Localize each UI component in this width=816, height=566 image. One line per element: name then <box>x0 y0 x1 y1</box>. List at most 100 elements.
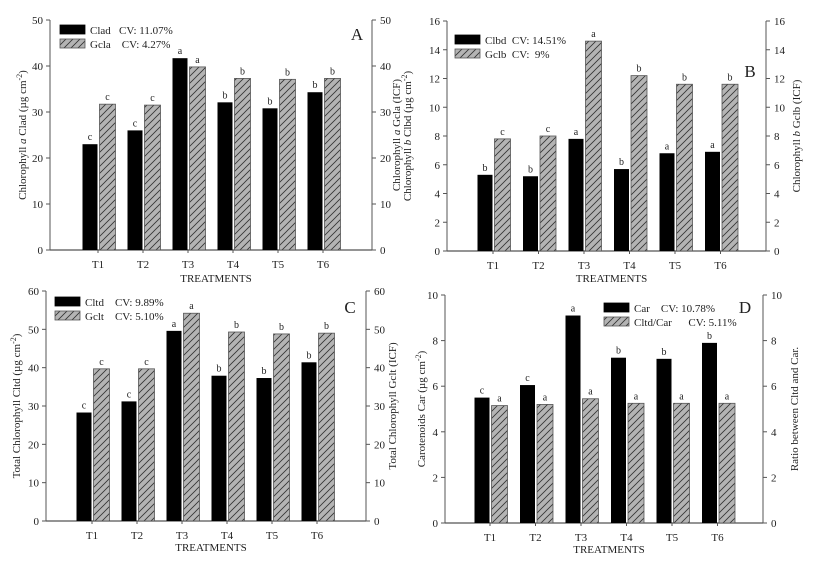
significance-letter: c <box>82 401 87 412</box>
y-tick-label-right: 0 <box>380 245 386 257</box>
bar-clbd <box>523 176 538 251</box>
y-tick-label-right: 2 <box>774 217 780 229</box>
y-tick-label-left: 8 <box>435 131 441 143</box>
significance-letter: b <box>324 321 329 332</box>
x-tick-label: T1 <box>487 260 499 272</box>
y-tick-label-left: 10 <box>427 290 439 302</box>
significance-letter: b <box>262 366 267 377</box>
significance-letter: b <box>234 320 239 331</box>
y-tick-label-left: 14 <box>429 45 441 57</box>
y-tick-label-left: 60 <box>28 286 40 298</box>
y-axis-label-part: a <box>17 138 29 144</box>
y-tick-label-left: 6 <box>435 160 441 172</box>
bar-cltd-car <box>627 402 645 524</box>
bar-cltd <box>166 330 182 521</box>
significance-letter: c <box>500 127 505 138</box>
significance-letter: b <box>307 350 312 361</box>
x-tick-label: T5 <box>266 530 279 542</box>
significance-letter: a <box>725 391 730 402</box>
y-axis-label-part: Total Chlorophyll Cltd (µg cm <box>11 343 23 478</box>
y-axis-label-part: Chlorophyll <box>17 144 29 200</box>
y-tick-label-right: 50 <box>380 15 392 27</box>
bar-clbd <box>477 174 493 251</box>
significance-letter: a <box>543 392 548 403</box>
y-tick-label-left: 0 <box>38 245 44 257</box>
y-axis-label-part: -2 <box>9 337 18 344</box>
bar-gcla <box>99 103 116 251</box>
y-tick-label-right: 40 <box>380 61 392 73</box>
y-tick-label-left: 8 <box>433 336 439 348</box>
bar-gclt <box>138 368 155 522</box>
x-tick-label: T6 <box>714 260 727 272</box>
y-tick-label-right: 12 <box>774 74 785 86</box>
bar-gclt <box>318 332 335 522</box>
y-tick-label-left: 30 <box>28 401 40 413</box>
y-tick-label-right: 10 <box>771 290 783 302</box>
legend-label: Cltd CV: 9.89% <box>85 297 164 309</box>
x-axis-label: TREATMENTS <box>180 273 252 285</box>
bar-gclb <box>676 83 693 252</box>
x-tick-label: T1 <box>86 530 98 542</box>
bar-cltd <box>211 375 227 521</box>
legend-swatch <box>454 48 481 59</box>
significance-letter: c <box>546 124 551 135</box>
y-axis-label-part: ) <box>416 350 428 354</box>
y-tick-label-left: 2 <box>433 472 439 484</box>
y-tick-label-left: 10 <box>429 102 441 114</box>
bar-gcla <box>144 104 161 251</box>
significance-letter: b <box>240 66 245 77</box>
y-tick-label-right: 0 <box>771 518 777 530</box>
bar-gcla <box>234 78 251 251</box>
y-axis-label-part: Ratio between Cltd and Car. <box>789 347 801 472</box>
x-axis-label: TREATMENTS <box>175 542 247 554</box>
y-axis-label-left: Carotenoids Car (µg cm-2) <box>414 350 429 467</box>
y-tick-label-left: 50 <box>32 15 44 27</box>
y-tick-label-right: 50 <box>374 324 386 336</box>
y-axis-label-right: Chlorophyll b Gclb (ICF) <box>791 79 803 192</box>
significance-letter: c <box>150 93 155 104</box>
significance-letter: c <box>127 389 132 400</box>
bar-cltd <box>76 412 92 521</box>
y-tick-label-right: 10 <box>374 478 386 490</box>
y-tick-label-left: 40 <box>28 363 40 375</box>
legend-swatch <box>59 38 86 49</box>
y-tick-label-left: 4 <box>433 427 439 439</box>
significance-letter: a <box>634 391 639 402</box>
y-axis-label-part: a <box>391 129 403 135</box>
y-axis-label-left: Total Chlorophyll Cltd (µg cm-2) <box>9 333 24 478</box>
significance-letter: a <box>172 319 177 330</box>
bar-clad <box>82 144 98 250</box>
chart-panel-c: 0 10 20 30 40 50 60 0 10 20 30 40 50 60 T1 c c T2 c c T3 a a T4… <box>9 286 400 554</box>
bar-gclb <box>494 138 511 252</box>
bar-gcla <box>189 66 206 251</box>
bar-gcla <box>279 78 296 251</box>
y-tick-label-left: 50 <box>28 324 40 336</box>
x-tick-label: T4 <box>227 259 240 271</box>
panel-label: C <box>344 298 355 317</box>
significance-letter: b <box>662 347 667 358</box>
bar-car <box>611 357 626 523</box>
y-axis-label-part: -2 <box>15 74 24 81</box>
x-tick-label: T1 <box>92 259 104 271</box>
legend-label: Gcla CV: 4.27% <box>90 39 170 51</box>
legend-label: Cltd/Car CV: 5.11% <box>634 317 737 329</box>
significance-letter: b <box>707 331 712 342</box>
panel-label: A <box>351 25 364 44</box>
significance-letter: a <box>189 301 194 312</box>
y-tick-label-right: 30 <box>374 401 386 413</box>
legend-label: Clbd CV: 14.51% <box>485 35 566 47</box>
x-axis-label: TREATMENTS <box>576 273 648 285</box>
significance-letter: a <box>195 55 200 66</box>
y-axis-label-left: Chlorophyll a Clad (µg cm-2) <box>15 70 30 200</box>
y-axis-label-right: Chlorophyll a Gcla (ICF) <box>391 79 403 191</box>
significance-letter: a <box>710 140 715 151</box>
y-axis-label-part: -2 <box>400 74 409 81</box>
y-axis-label-part: Chlorophyll <box>402 145 414 201</box>
y-tick-label-right: 40 <box>374 363 386 375</box>
y-axis-label-part: ) <box>402 70 414 74</box>
chart-panel-a: 0 10 20 30 40 50 0 10 20 30 40 50 T1 c c T2 c c T3 a a T4 b b T5… <box>15 15 404 285</box>
significance-letter: b <box>483 163 488 174</box>
y-axis-label-right: Total Chlorophyll Gclt (ICF) <box>387 342 399 470</box>
chart-panel-d: 02468100246810T1caT2caT3aaT4baT5baT6baDC… <box>414 290 802 556</box>
